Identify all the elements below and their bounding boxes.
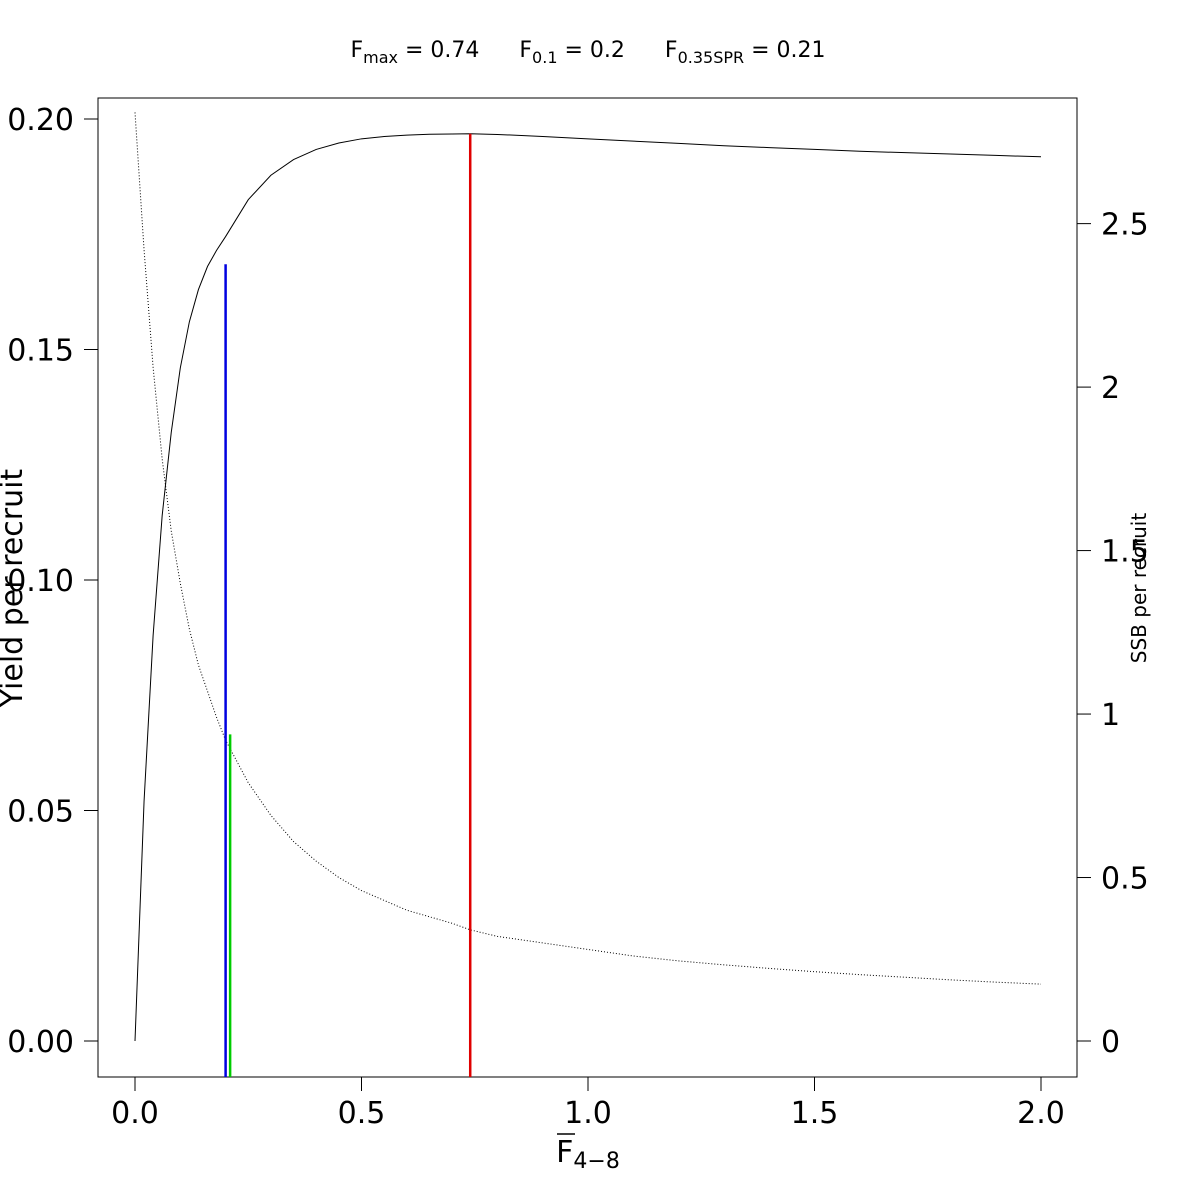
title-part-value: = 0.74: [398, 38, 479, 63]
y-axis-right: 0 0.5 1 1.5 2 2.5: [1077, 208, 1149, 1060]
x-tick-label: 0.0: [111, 1096, 159, 1131]
series-group: [134, 112, 1042, 1042]
x-tick-label: 0.5: [338, 1096, 386, 1131]
x-tick-label: 1.5: [791, 1096, 839, 1131]
y2-tick-label: 1.5: [1101, 535, 1149, 570]
reference-lines: [224, 133, 472, 1077]
y-tick-label: 0.05: [7, 795, 74, 830]
y2-tick-label: 2.5: [1101, 208, 1149, 243]
x-axis: 0.0 0.5 1.0 1.5 2.0: [111, 1077, 1065, 1131]
y-tick-label: 0.10: [7, 564, 74, 599]
title-part-main: F: [665, 38, 678, 63]
y-axis-left: 0.00 0.05 0.10 0.15 0.20: [7, 103, 98, 1060]
title-part-main: F: [519, 38, 532, 63]
x-axis-label: F4−8: [556, 1135, 620, 1174]
y-axis-label: Yield per recruit: [0, 469, 30, 709]
x-tick-label: 1.0: [564, 1096, 612, 1131]
y-tick-label: 0.15: [7, 334, 74, 369]
chart-title: Fmax = 0.74 F0.1 = 0.2 F0.35SPR = 0.21: [350, 38, 825, 67]
y2-tick-label: 0: [1101, 1025, 1120, 1060]
y2-axis-label: SSB per recruit: [1127, 513, 1151, 664]
title-part-value: = 0.2: [558, 38, 625, 63]
yield-per-recruit-line: [134, 133, 1042, 1042]
y2-tick-label: 2: [1101, 371, 1120, 406]
ssb-per-recruit-line: [134, 112, 1042, 985]
axis-labels: Yield per recruit SSB per recruit F4−8: [0, 469, 1151, 1174]
title-part-sub: max: [363, 48, 398, 67]
x-tick-label: 2.0: [1017, 1096, 1065, 1131]
title-part-sub: 0.1: [532, 48, 557, 67]
title-part-value: = 0.21: [744, 38, 825, 63]
x-axis-label-sub: 4−8: [573, 1149, 619, 1174]
title-part-sub: 0.35SPR: [678, 48, 745, 67]
plot-frame: [97, 97, 1078, 1078]
title-text: Fmax = 0.74 F0.1 = 0.2 F0.35SPR = 0.21: [350, 38, 825, 67]
y2-tick-label: 0.5: [1101, 862, 1149, 897]
y2-tick-label: 1: [1101, 698, 1120, 733]
y-tick-label: 0.20: [7, 103, 74, 138]
x-axis-label-main: F: [556, 1135, 573, 1170]
y-tick-label: 0.00: [7, 1025, 74, 1060]
title-part-main: F: [350, 38, 363, 63]
